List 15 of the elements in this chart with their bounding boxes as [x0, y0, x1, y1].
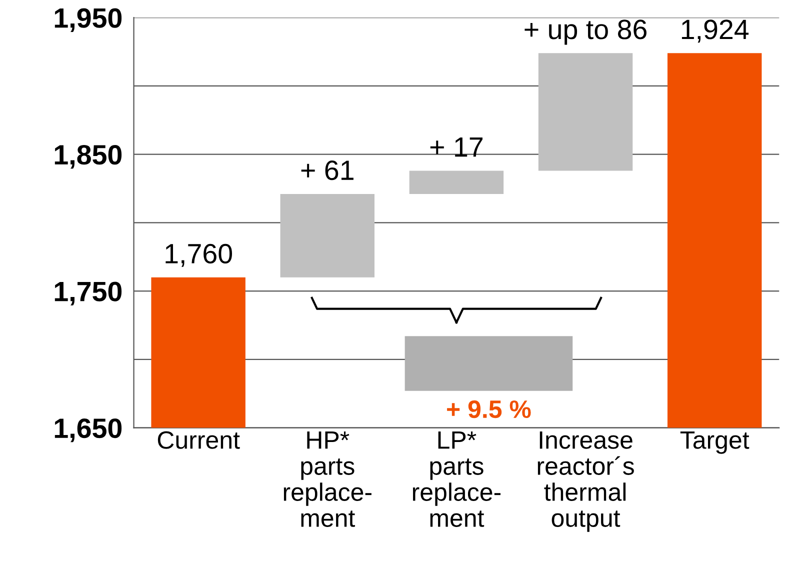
y-tick-label: 1,950: [54, 8, 122, 32]
x-tick-label: LP* parts replace- ment: [412, 431, 501, 527]
x-tick-label: HP* parts replace- ment: [284, 431, 372, 527]
data-label: + 17: [430, 138, 482, 157]
annotation: + 9.5 %: [447, 400, 531, 418]
x-tick-label: Increase reactor´s thermal output: [538, 431, 634, 532]
data-label: + up to 86: [524, 20, 646, 45]
y-tick-label: 1,650: [54, 418, 122, 442]
x-tick-label: Target: [680, 431, 750, 454]
data-label: 1,924: [682, 20, 749, 43]
data-label: + 61: [301, 160, 354, 180]
y-tick-label: 1,750: [54, 282, 122, 306]
data-label: 1,760: [166, 244, 232, 267]
y-tick-label: 1,850: [54, 144, 122, 169]
x-tick-label: Current: [158, 431, 240, 449]
